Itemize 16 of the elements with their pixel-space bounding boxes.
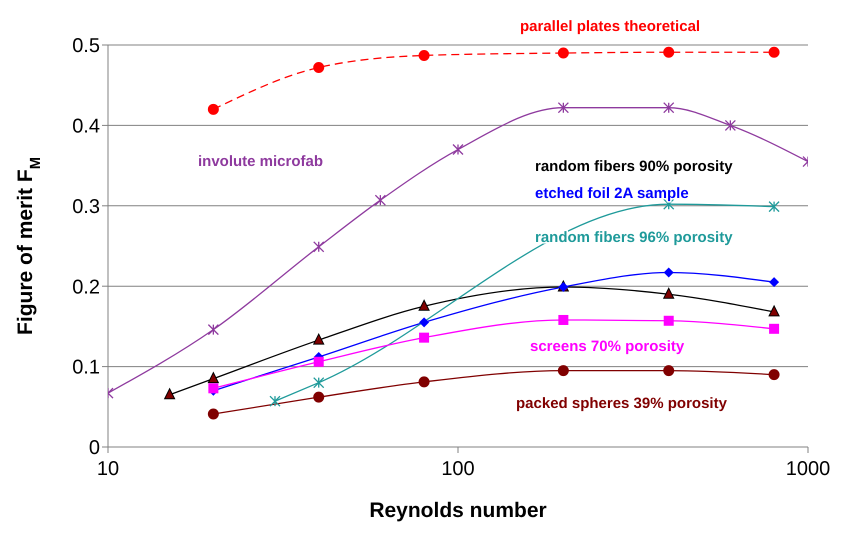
y-tick-label: 0.5 — [72, 35, 100, 58]
x-tick-label: 100 — [441, 458, 475, 480]
y-tick-label: 0.4 — [72, 116, 100, 138]
text: random fibers 90% porosity — [535, 158, 734, 175]
y-tick-label: 0 — [88, 437, 100, 460]
series-label: screens 70% porosity — [530, 338, 685, 355]
text: involute microfab — [198, 153, 324, 170]
x-tick-label: 1000 — [786, 458, 830, 480]
y-tick-label: 0.3 — [72, 196, 100, 218]
y-tick-label: 0.1 — [72, 356, 100, 379]
text: etched foil 2A sample — [535, 185, 689, 202]
x-tick-label: 10 — [96, 458, 120, 480]
series-label: packed spheres 39% porosity — [516, 395, 728, 412]
x-axis-title: Reynolds number — [369, 499, 547, 522]
y-tick-label: 0.2 — [72, 276, 100, 298]
series-label: parallel plates theoretical — [520, 18, 700, 35]
